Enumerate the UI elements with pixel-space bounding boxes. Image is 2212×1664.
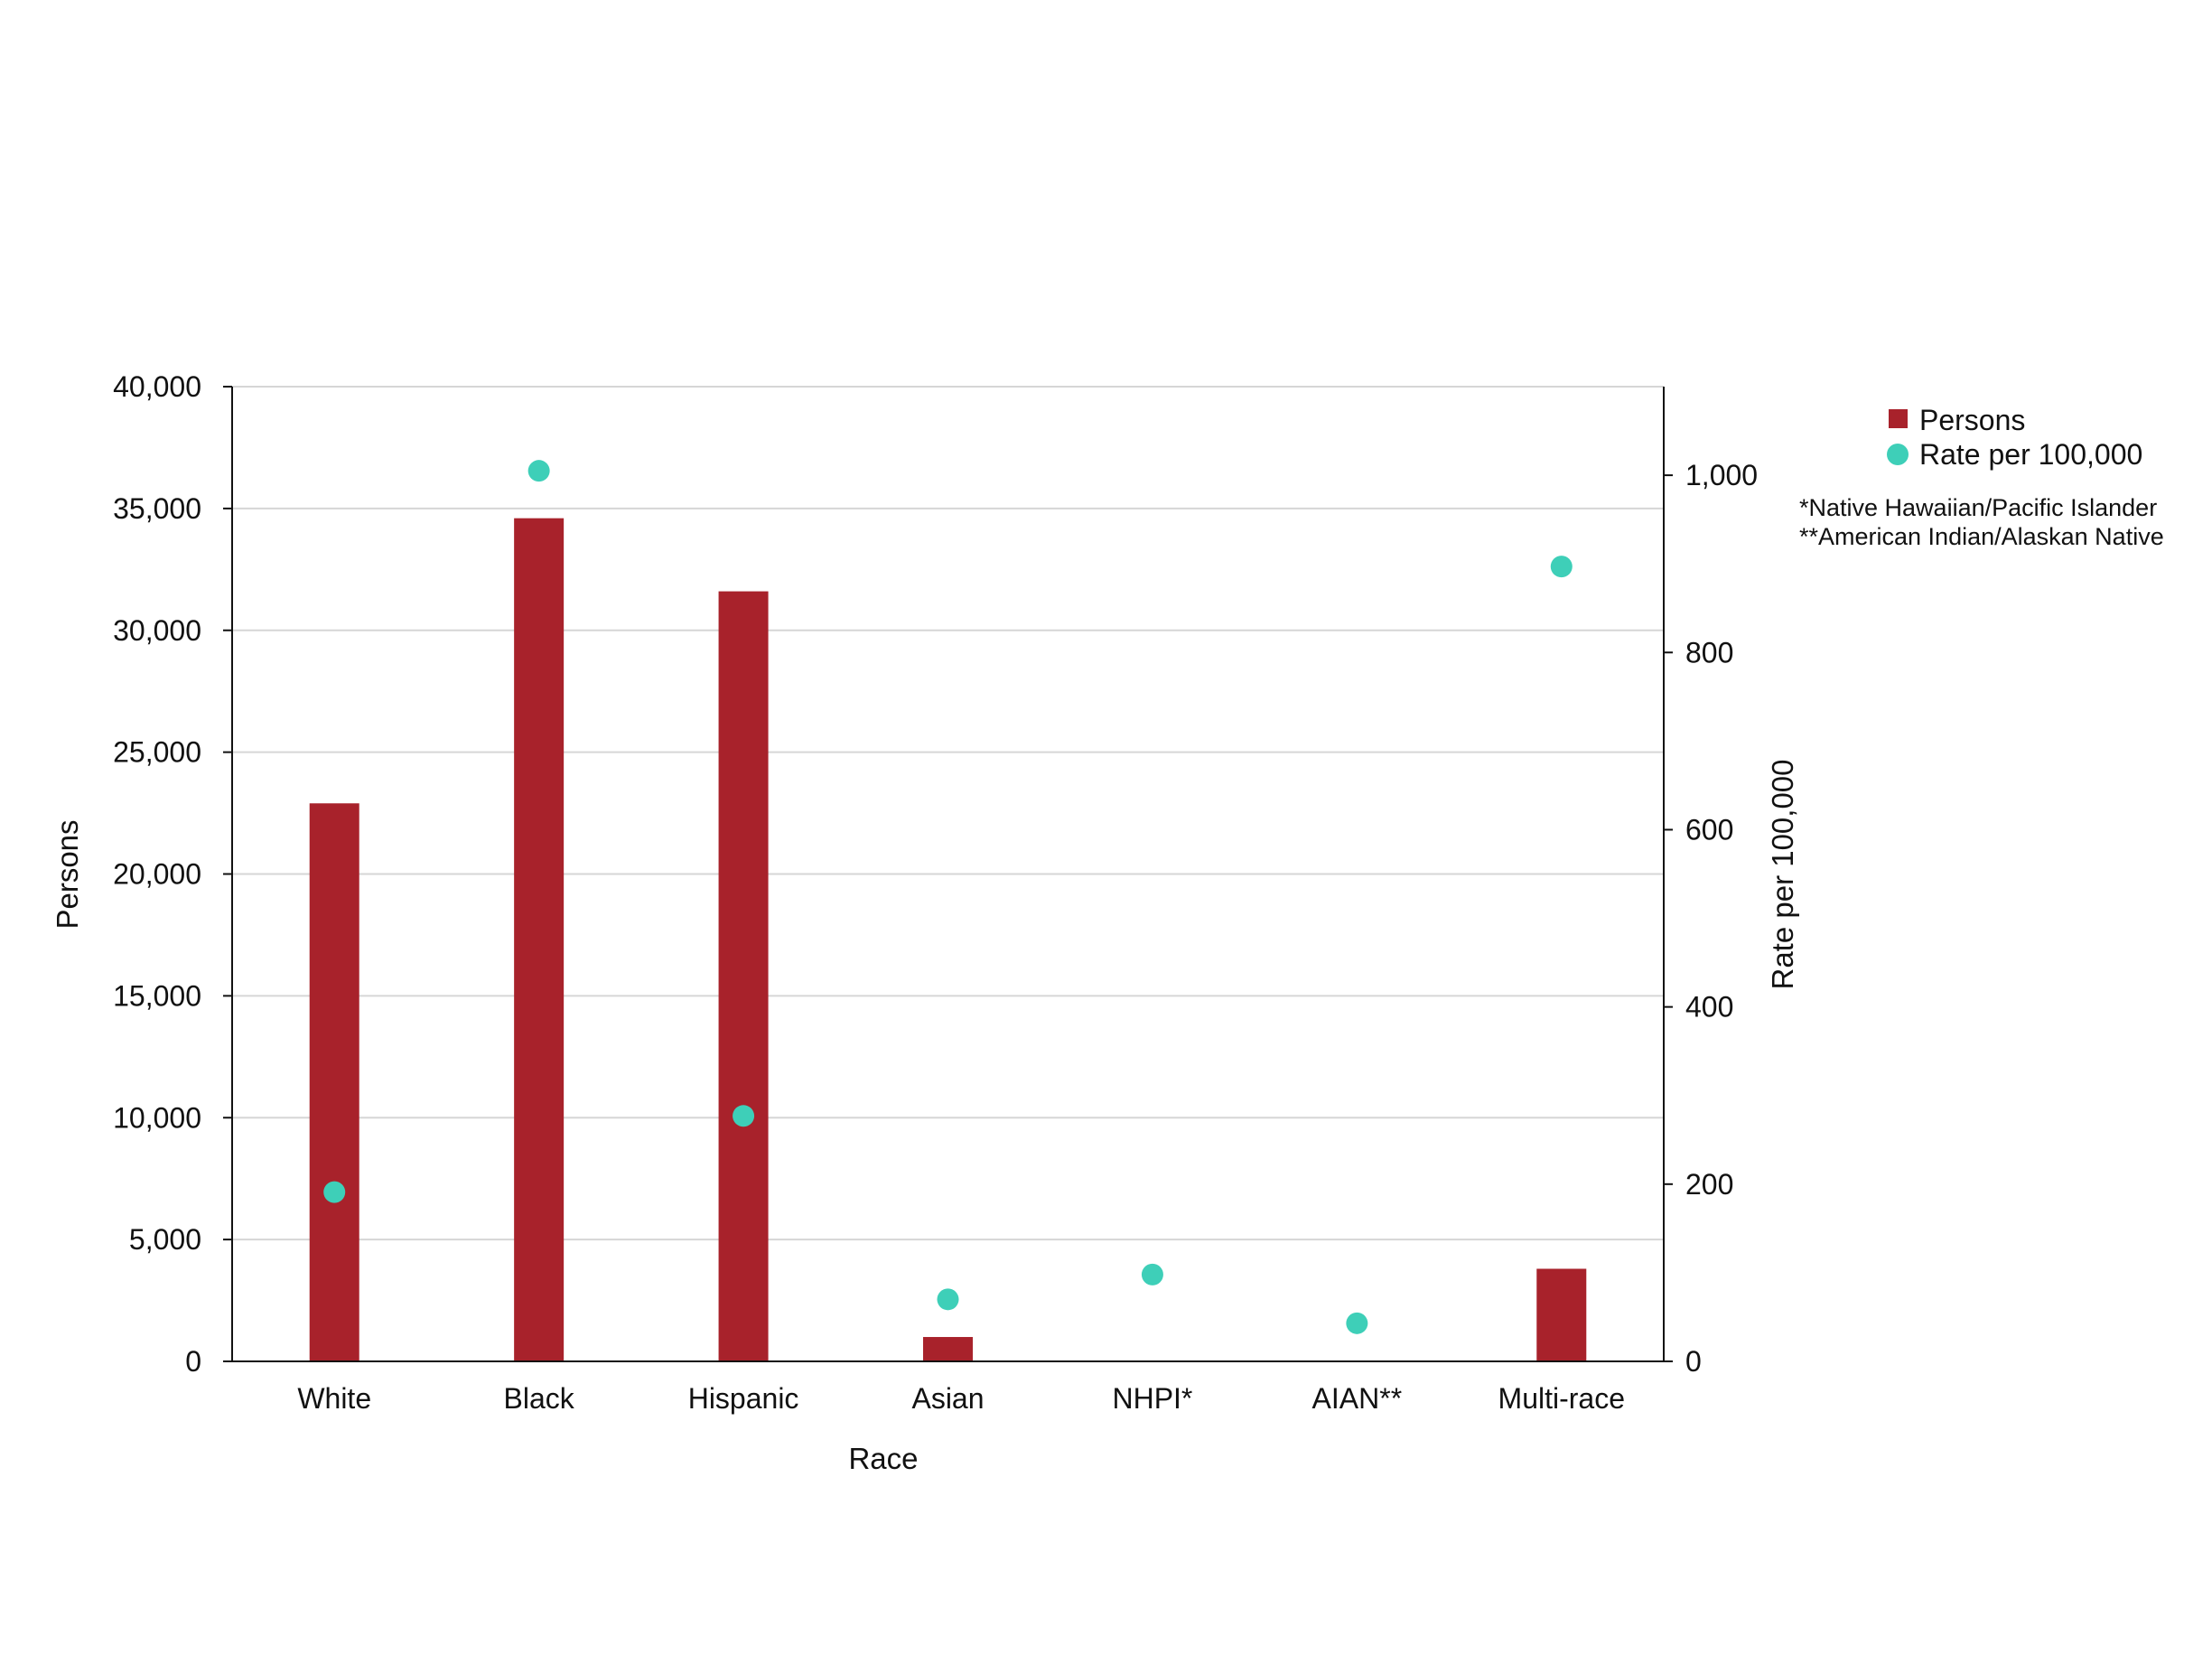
y2-tick-label: 600 — [1685, 813, 1733, 846]
persons-bars — [309, 518, 1587, 1361]
y2-axis-title: Rate per 100,000 — [1766, 759, 1799, 989]
y-tick-label: 30,000 — [113, 614, 201, 647]
y-tick-label: 20,000 — [113, 858, 201, 891]
y2-tick-label: 0 — [1685, 1345, 1702, 1378]
y2-tick-label: 800 — [1685, 636, 1733, 668]
axes — [223, 386, 1673, 1362]
y-tick-label: 0 — [185, 1345, 201, 1378]
bar-persons — [718, 591, 769, 1361]
x-tick-label: White — [297, 1382, 371, 1415]
legend-swatch-rate — [1887, 444, 1909, 465]
x-tick-label: NHPI* — [1112, 1382, 1192, 1415]
legend-swatch-persons — [1889, 409, 1908, 428]
point-rate — [1141, 1263, 1163, 1285]
point-rate — [1550, 556, 1573, 578]
rate-points — [323, 460, 1573, 1334]
footnote-aian: **American Indian/Alaskan Native — [1799, 523, 2164, 550]
x-tick-label: Black — [504, 1382, 575, 1415]
y-tick-label: 15,000 — [113, 979, 201, 1012]
y-tick-label: 35,000 — [113, 492, 201, 525]
y-tick-label: 40,000 — [113, 370, 201, 403]
y2-tick-label: 400 — [1685, 991, 1733, 1024]
x-tick-label: Multi-race — [1498, 1382, 1625, 1415]
legend: Persons Rate per 100,000 — [1887, 404, 2142, 471]
x-tick-label: Asian — [911, 1382, 984, 1415]
y-tick-label: 10,000 — [113, 1101, 201, 1134]
gridlines — [232, 386, 1664, 1241]
bar-persons — [923, 1337, 973, 1361]
x-tick-label: Hispanic — [688, 1382, 799, 1415]
footnote-nhpi: *Native Hawaiian/Pacific Islander — [1799, 494, 2157, 521]
bar-persons — [309, 803, 359, 1361]
x-axis-title: Race — [848, 1442, 918, 1475]
y-tick-label: 5,000 — [129, 1223, 201, 1256]
y-axis-title: Persons — [51, 819, 84, 929]
tick-labels: 0 5,000 10,000 15,000 20,000 25,000 30,000 35,0… — [113, 370, 1758, 1415]
legend-label-rate: Rate per 100,000 — [1919, 438, 2142, 471]
point-rate — [733, 1105, 755, 1127]
y-tick-label: 25,000 — [113, 736, 201, 769]
y2-tick-label: 1,000 — [1685, 459, 1758, 491]
point-rate — [1346, 1312, 1368, 1334]
bar-persons — [514, 518, 565, 1361]
y2-tick-label: 200 — [1685, 1168, 1733, 1201]
legend-label-persons: Persons — [1919, 404, 2025, 436]
bar-persons — [1536, 1268, 1587, 1361]
point-rate — [527, 460, 550, 482]
x-tick-label: AIAN** — [1312, 1382, 1403, 1415]
point-rate — [323, 1181, 346, 1203]
point-rate — [937, 1288, 959, 1311]
